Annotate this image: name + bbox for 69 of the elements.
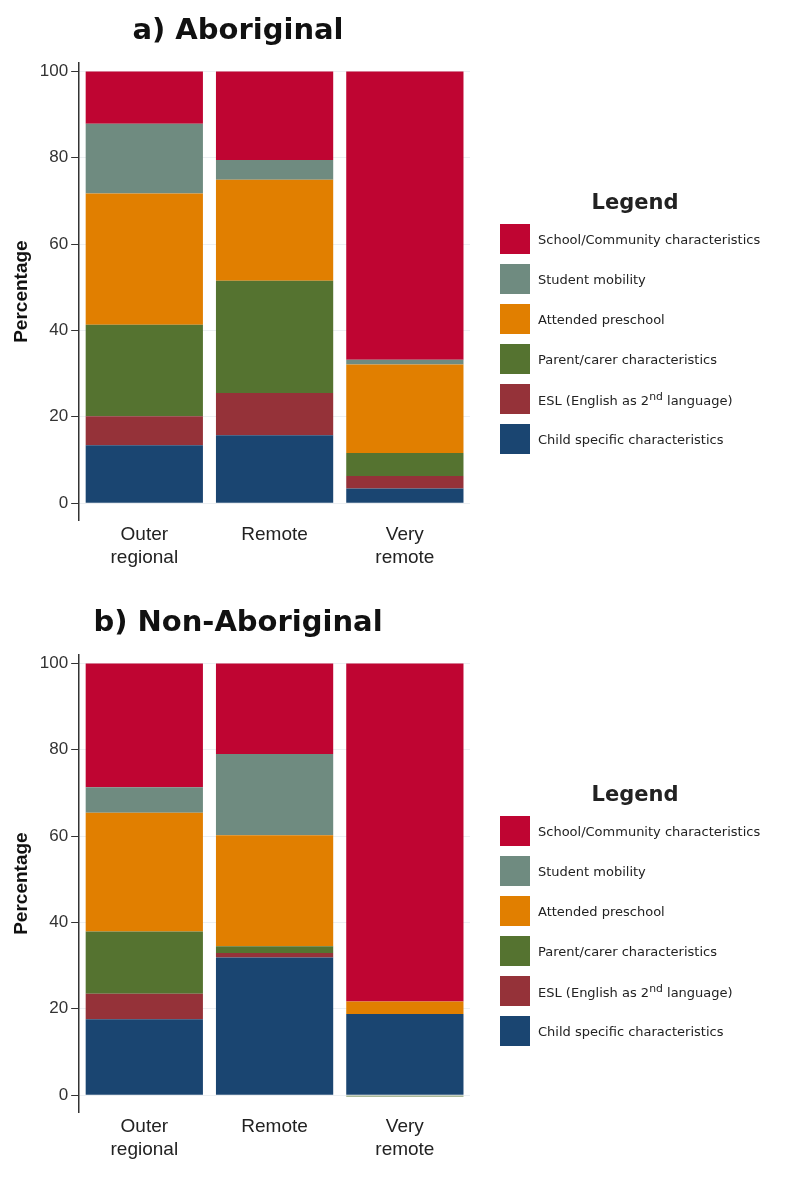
bar — [85, 71, 203, 124]
y-axis-title: Percentage — [9, 832, 31, 935]
x-tick-label: Remote — [241, 523, 308, 545]
legend-label: ESL (English as 2$^{nd}$ language) — [538, 389, 733, 409]
y-tick-label: 40 — [49, 912, 69, 932]
x-tick-label: Outer regional — [110, 1115, 179, 1159]
legend-label: Student mobility — [538, 863, 646, 879]
legend-title: Legend — [590, 782, 680, 806]
bar — [215, 946, 334, 954]
y-tick-label: 0 — [58, 492, 69, 512]
x-tick-label: Very remote — [375, 523, 435, 567]
bar — [85, 787, 203, 813]
bar — [215, 957, 334, 1095]
bar — [346, 475, 464, 489]
legend-label: Child specific characteristics — [538, 1023, 724, 1039]
y-tick-label: 40 — [49, 320, 69, 340]
bar — [346, 1001, 464, 1014]
x-tick-label: Very remote — [375, 1115, 435, 1159]
bar — [85, 993, 203, 1020]
x-tick-label: Outer regional — [110, 523, 179, 567]
legend-label: School/Community characteristics — [538, 823, 761, 839]
y-tick-label: 0 — [58, 1084, 69, 1104]
bar — [85, 663, 203, 788]
legend-title: Legend — [590, 190, 680, 214]
y-tick-label: 100 — [39, 653, 69, 673]
bar — [85, 812, 203, 932]
bar — [215, 435, 334, 503]
legend-label: School/Community characteristics — [538, 231, 761, 247]
y-tick-label: 20 — [49, 998, 69, 1018]
chart-title: a) Aboriginal — [132, 11, 344, 46]
bar — [85, 931, 203, 994]
bar — [346, 1013, 464, 1095]
bar — [215, 754, 334, 836]
chart-title: b) Non-Aboriginal — [93, 603, 383, 638]
y-tick-label: 60 — [49, 825, 69, 845]
y-tick-label: 80 — [49, 147, 69, 167]
legend-label: Parent/carer characteristics — [538, 351, 717, 367]
bar — [346, 663, 464, 1002]
bar — [215, 835, 334, 947]
y-tick-label: 80 — [49, 739, 69, 759]
bar — [346, 453, 464, 476]
bar — [85, 324, 203, 417]
x-tick-label: Remote — [241, 1115, 308, 1137]
legend-label: Attended preschool — [538, 311, 665, 327]
bar — [215, 71, 334, 160]
bar — [346, 71, 464, 360]
bar — [85, 445, 203, 503]
legend-label: Parent/carer characteristics — [538, 943, 717, 959]
bar — [346, 488, 464, 503]
legend-label: Attended preschool — [538, 903, 665, 919]
bar — [215, 393, 334, 436]
bar — [215, 159, 334, 180]
y-tick-label: 20 — [49, 406, 69, 426]
bar — [215, 280, 334, 394]
legend-label: ESL (English as 2$^{nd}$ language) — [538, 981, 733, 1001]
bar — [85, 416, 203, 446]
bar — [346, 359, 464, 365]
y-axis-title: Percentage — [9, 240, 31, 343]
bar — [215, 663, 334, 755]
y-tick-label: 60 — [49, 233, 69, 253]
bar — [85, 1019, 203, 1095]
bar — [346, 364, 464, 454]
y-tick-label: 100 — [39, 61, 69, 81]
bar — [215, 953, 334, 958]
legend-label: Child specific characteristics — [538, 431, 724, 447]
bar — [215, 179, 334, 281]
bar — [85, 193, 203, 325]
bar — [85, 123, 203, 194]
legend-label: Student mobility — [538, 271, 646, 287]
